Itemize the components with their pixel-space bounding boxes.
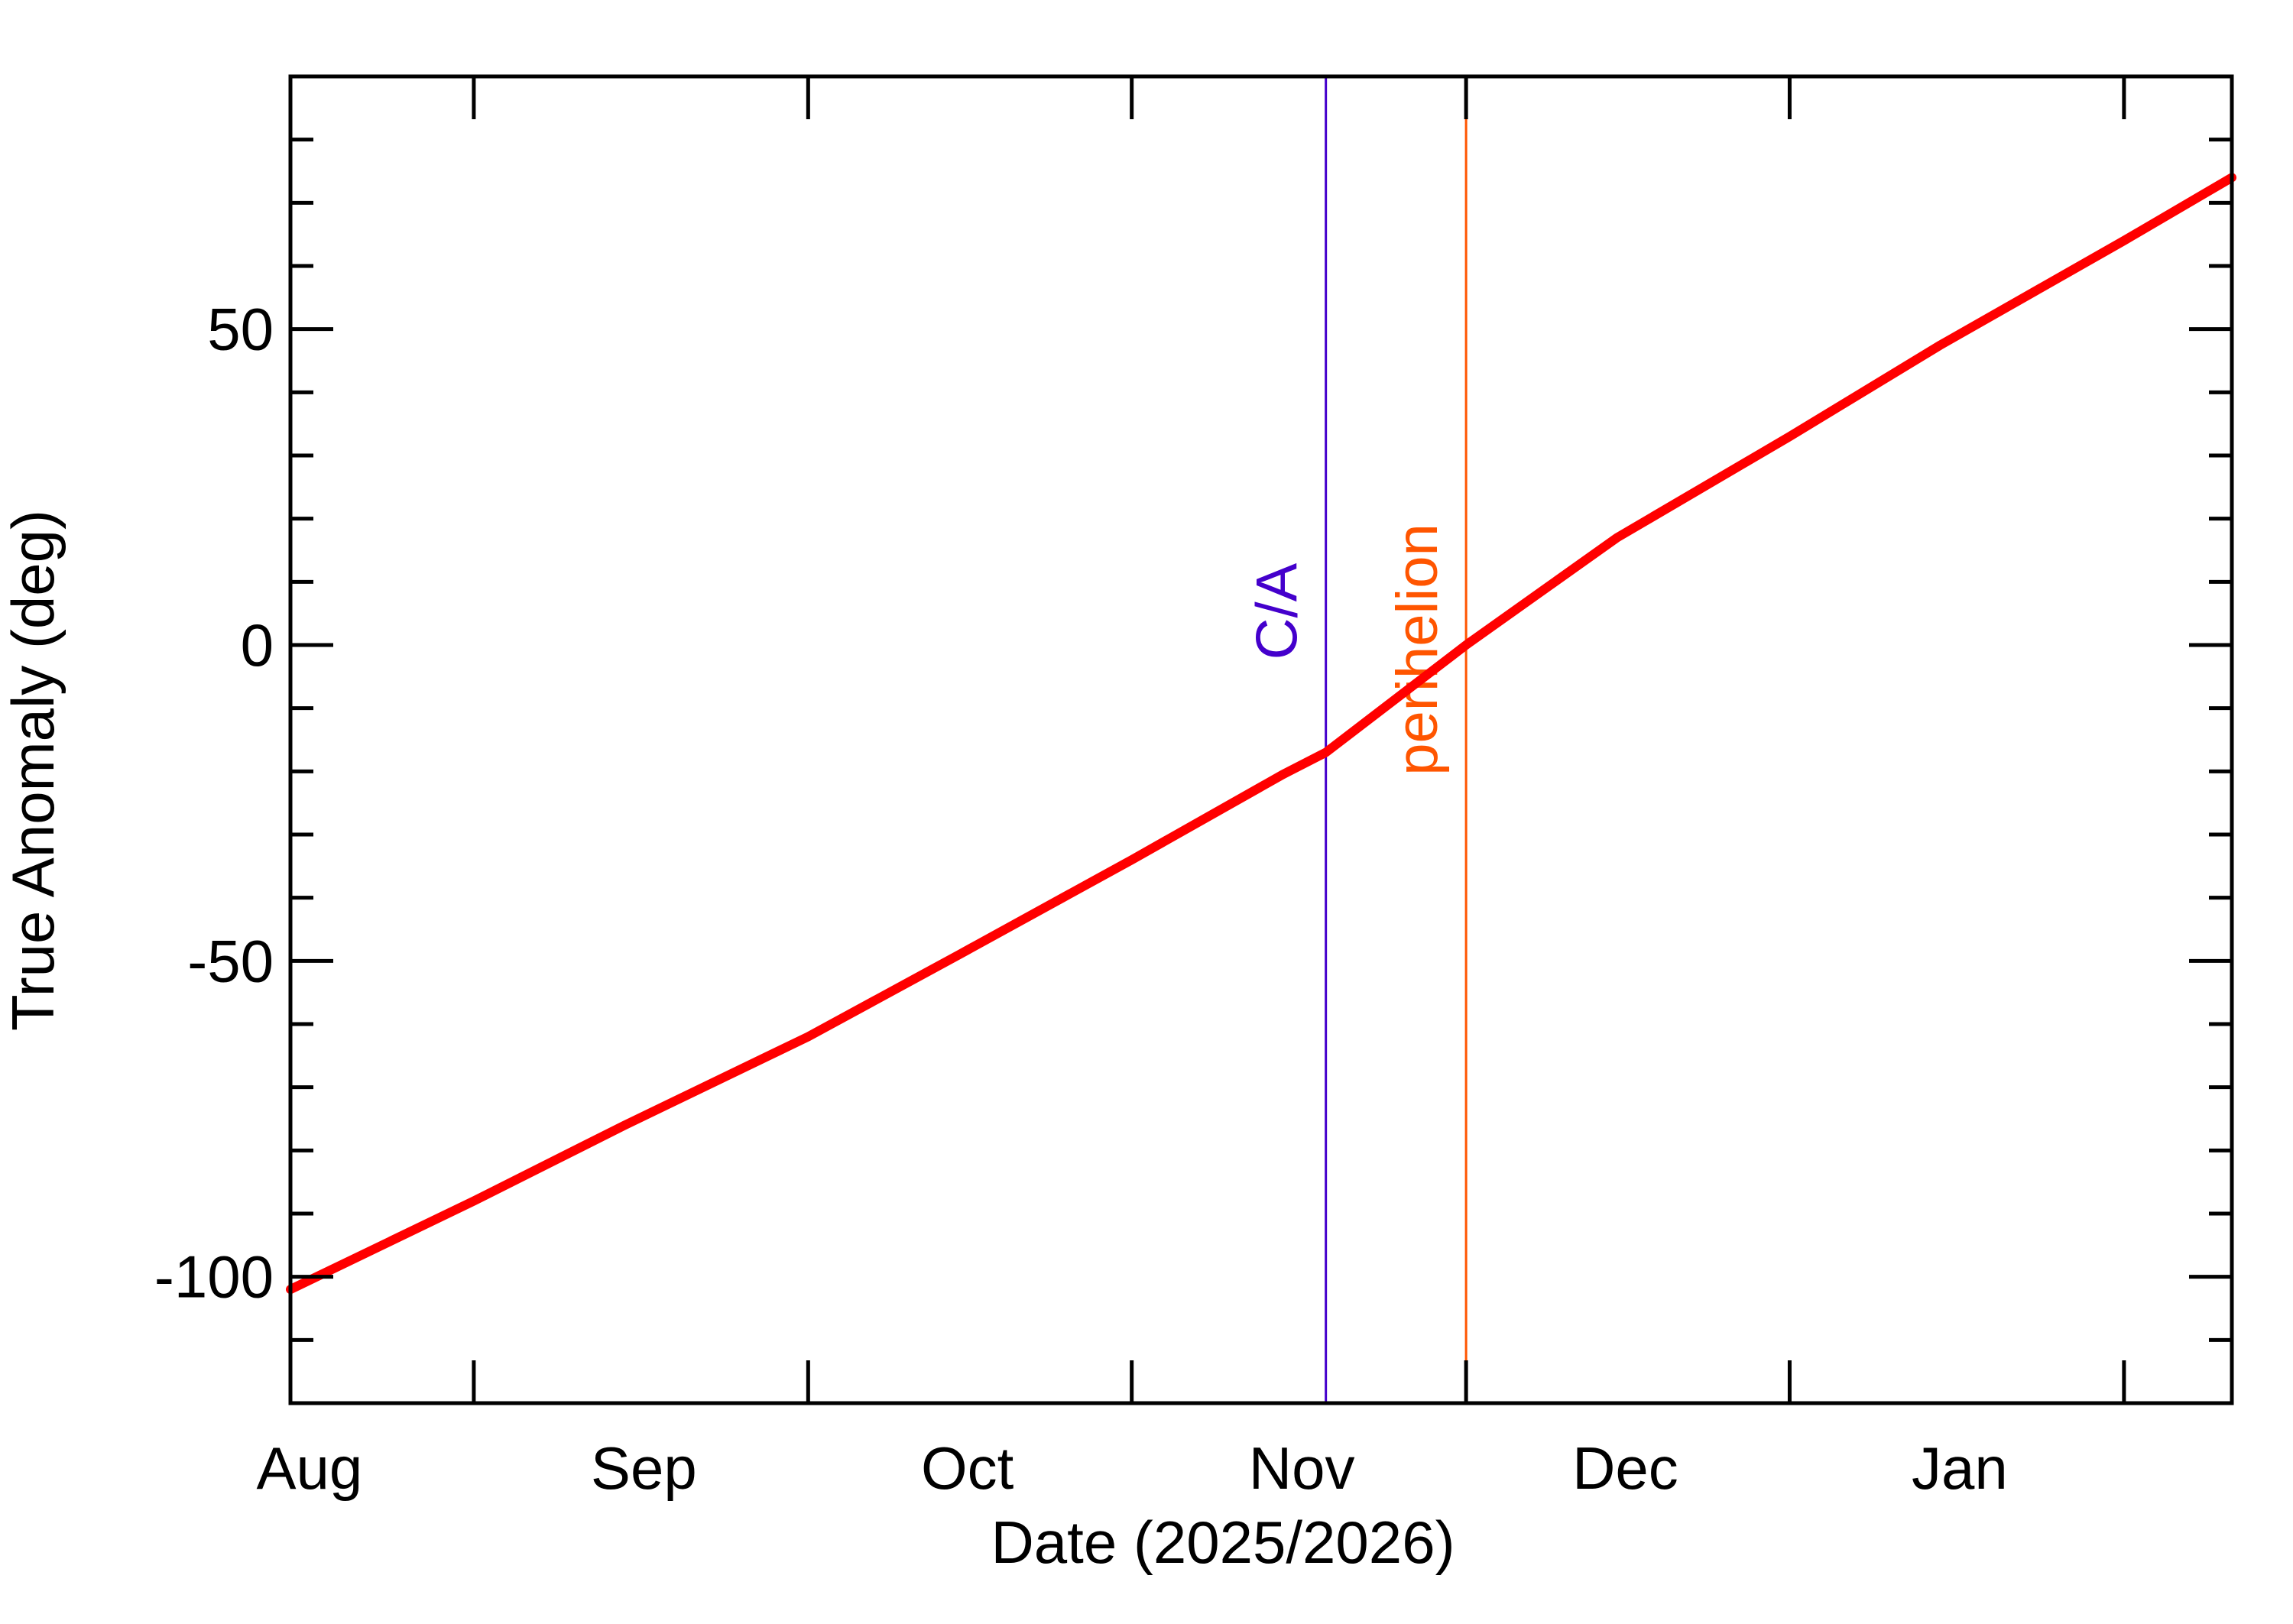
data-series xyxy=(286,173,2236,1295)
marker-label: perihelion xyxy=(1385,524,1450,776)
x-tick-label: Dec xyxy=(1572,1434,1678,1502)
x-axis-title: Date (2025/2026) xyxy=(991,1509,1455,1576)
x-tick-label: Jan xyxy=(1912,1434,2008,1502)
y-tick-label: 50 xyxy=(207,296,274,363)
series-line xyxy=(286,173,2236,1295)
marker-label: C/A xyxy=(1245,562,1310,660)
y-tick-label: -100 xyxy=(154,1243,274,1311)
x-tick-label: Nov xyxy=(1249,1434,1355,1502)
y-tick-label: -50 xyxy=(187,927,274,994)
plot-frame xyxy=(288,74,2234,1405)
axis-ticks xyxy=(290,74,2232,1405)
x-tick-label: Oct xyxy=(921,1434,1014,1502)
event-markers: C/A perihelion xyxy=(1245,76,1468,1403)
x-tick-label: Sep xyxy=(591,1434,697,1502)
x-tick-label: Aug xyxy=(256,1434,362,1502)
tick-labels: -100 -50 0 50 Aug Sep Oct Nov Dec Jan xyxy=(154,296,2008,1502)
y-axis-title: True Anomaly (deg) xyxy=(0,510,66,1031)
y-tick-label: 0 xyxy=(241,611,274,679)
